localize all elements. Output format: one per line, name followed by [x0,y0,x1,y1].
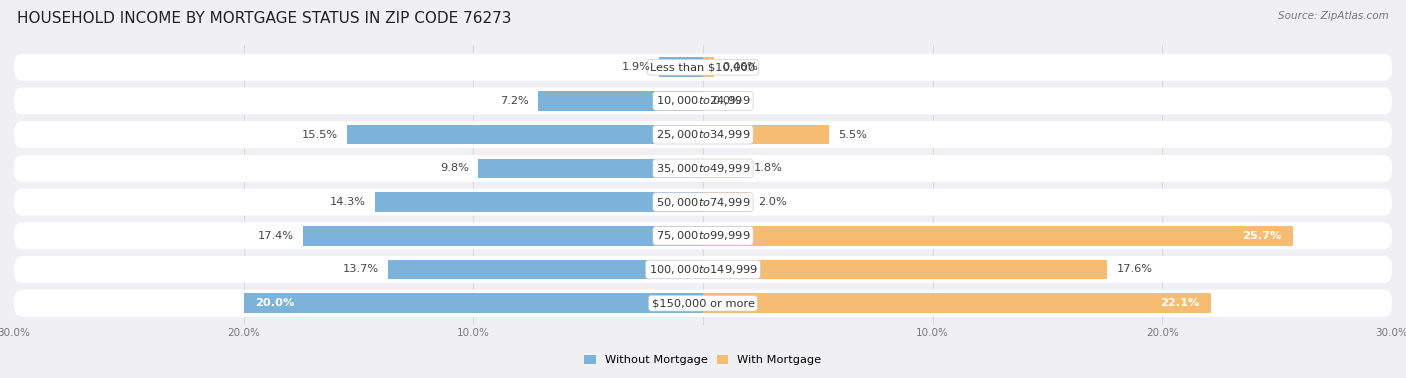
Bar [304,226,703,246]
Bar [659,57,703,77]
Text: 17.4%: 17.4% [259,231,294,241]
Bar [537,91,703,111]
Bar [703,125,830,144]
Text: 9.8%: 9.8% [440,163,468,174]
Bar [703,293,1211,313]
Text: 1.8%: 1.8% [754,163,782,174]
Bar [374,192,703,212]
Text: $100,000 to $149,999: $100,000 to $149,999 [648,263,758,276]
FancyBboxPatch shape [14,54,1392,81]
Text: $75,000 to $99,999: $75,000 to $99,999 [655,229,751,242]
Text: 13.7%: 13.7% [343,265,380,274]
Text: Source: ZipAtlas.com: Source: ZipAtlas.com [1278,11,1389,21]
Text: 25.7%: 25.7% [1243,231,1282,241]
Text: $25,000 to $34,999: $25,000 to $34,999 [655,128,751,141]
Bar [478,159,703,178]
FancyBboxPatch shape [14,121,1392,148]
Text: 20.0%: 20.0% [256,298,295,308]
Bar [703,226,1294,246]
FancyBboxPatch shape [14,189,1392,215]
Bar [243,293,703,313]
Bar [703,260,1107,279]
Bar [347,125,703,144]
FancyBboxPatch shape [14,222,1392,249]
Text: 17.6%: 17.6% [1116,265,1153,274]
Text: 7.2%: 7.2% [499,96,529,106]
Text: $50,000 to $74,999: $50,000 to $74,999 [655,195,751,209]
FancyBboxPatch shape [14,87,1392,115]
Legend: Without Mortgage, With Mortgage: Without Mortgage, With Mortgage [579,350,827,370]
Bar [388,260,703,279]
Bar [703,57,714,77]
Text: $150,000 or more: $150,000 or more [651,298,755,308]
Text: 0.46%: 0.46% [723,62,759,72]
Text: 14.3%: 14.3% [329,197,366,207]
Bar [703,159,744,178]
FancyBboxPatch shape [14,155,1392,182]
Text: 22.1%: 22.1% [1160,298,1199,308]
Bar [703,192,749,212]
Text: 0.0%: 0.0% [713,96,741,106]
Text: 1.9%: 1.9% [621,62,650,72]
Text: Less than $10,000: Less than $10,000 [651,62,755,72]
Text: HOUSEHOLD INCOME BY MORTGAGE STATUS IN ZIP CODE 76273: HOUSEHOLD INCOME BY MORTGAGE STATUS IN Z… [17,11,512,26]
Text: $35,000 to $49,999: $35,000 to $49,999 [655,162,751,175]
Text: $10,000 to $24,999: $10,000 to $24,999 [655,94,751,107]
Text: 15.5%: 15.5% [302,130,337,139]
Text: 2.0%: 2.0% [758,197,787,207]
FancyBboxPatch shape [14,256,1392,283]
FancyBboxPatch shape [14,290,1392,317]
Text: 5.5%: 5.5% [838,130,868,139]
